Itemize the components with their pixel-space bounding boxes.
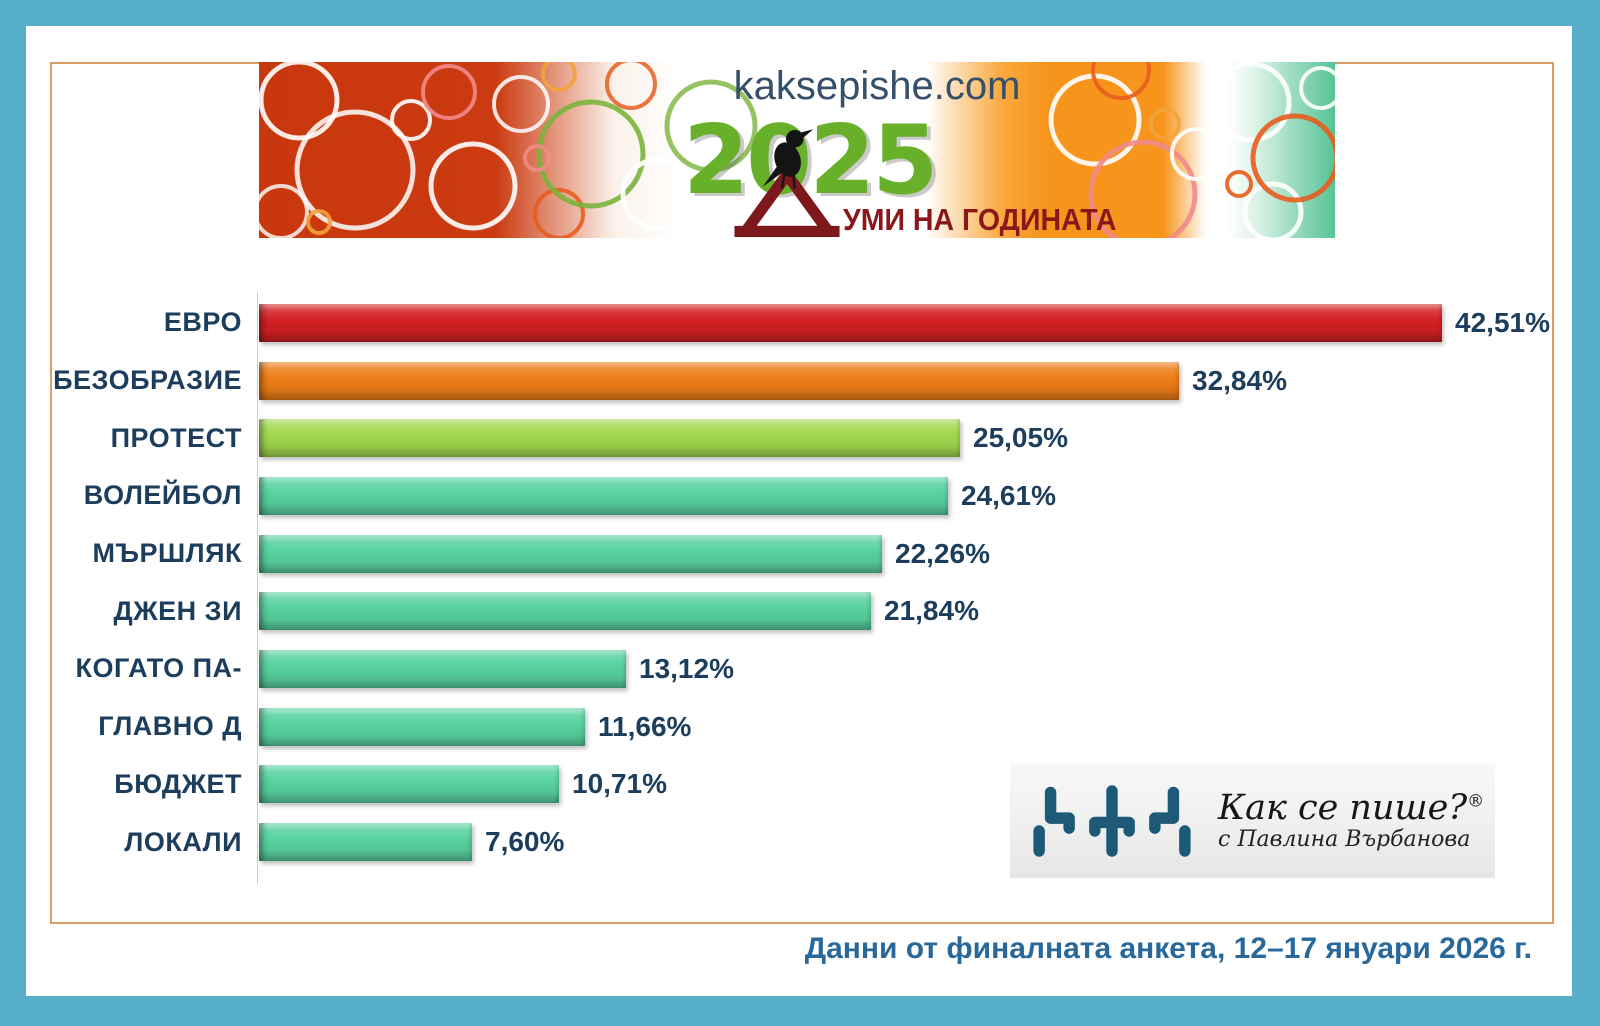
bar-row: КОГАТО ПА- 13,12%	[50, 640, 1550, 698]
value-label: 24,61%	[961, 479, 1056, 511]
bar	[259, 361, 1179, 400]
bar	[259, 534, 882, 573]
bar-row: БЕЗОБРАЗИЕ 32,84%	[50, 352, 1550, 410]
bar	[259, 476, 948, 515]
letter-d-triangle-icon	[734, 166, 840, 238]
bar	[259, 823, 472, 862]
category-label: ДЖЕН ЗИ	[113, 595, 242, 626]
category-label: БЮДЖЕТ	[114, 768, 242, 799]
bar-chart: ЕВРО 42,51% БЕЗОБРАЗИЕ 32,84% ПРОТЕСТ 25,05% В…	[50, 294, 1550, 871]
bar	[259, 419, 960, 458]
category-label: ПРОТЕСТ	[110, 422, 242, 453]
value-label: 25,05%	[973, 422, 1068, 454]
bar-row: МЪРШЛЯК 22,26%	[50, 525, 1550, 583]
logo-title: Как се пише?®	[1218, 787, 1485, 828]
bar	[259, 303, 1443, 342]
bird-icon	[762, 129, 814, 189]
value-label: 11,66%	[598, 710, 692, 742]
category-label: ГЛАВНО Д	[98, 711, 242, 742]
bar-row: ВОЛЕЙБОЛ 24,61%	[50, 467, 1550, 525]
value-label: 32,84%	[1192, 364, 1287, 396]
words-of-the-year-title: УМИ НА ГОДИНАТА	[843, 202, 1117, 237]
header-banner: kaksepishe.com 2025 УМИ НА ГОДИНАТА	[259, 62, 1335, 238]
bar	[259, 765, 559, 804]
category-label: МЪРШЛЯК	[92, 538, 242, 569]
bar-row: ЕВРО 42,51%	[50, 294, 1550, 352]
year-2025: 2025	[683, 106, 938, 216]
value-label: 21,84%	[884, 595, 979, 627]
category-label: ВОЛЕЙБОЛ	[83, 480, 242, 511]
bar-row: ГЛАВНО Д 11,66%	[50, 698, 1550, 756]
value-label: 7,60%	[485, 826, 565, 858]
logo-glyphs-icon	[1033, 784, 1191, 857]
bar-row: БЮДЖЕТ 10,71%	[50, 756, 1550, 814]
category-label: ЕВРО	[163, 307, 242, 338]
value-label: 13,12%	[639, 652, 734, 684]
bar	[259, 592, 871, 631]
bar-row: ДЖЕН ЗИ 21,84%	[50, 582, 1550, 640]
bar	[259, 707, 585, 746]
category-label: ЛОКАЛИ	[124, 826, 242, 857]
value-label: 22,26%	[895, 537, 990, 569]
kaksepishe-logo: Как се пише?® с Павлина Върбанова	[1010, 763, 1495, 878]
bar	[259, 649, 626, 688]
registered-mark: ®	[1467, 790, 1485, 811]
category-label: БЕЗОБРАЗИЕ	[53, 365, 242, 396]
category-label: КОГАТО ПА-	[75, 653, 242, 684]
bar-row: ПРОТЕСТ 25,05%	[50, 409, 1550, 467]
chart-axis-line	[257, 292, 258, 884]
logo-title-text: Как се пише?	[1218, 787, 1468, 828]
bar-row: ЛОКАЛИ 7,60%	[50, 813, 1550, 871]
value-label: 10,71%	[572, 768, 667, 800]
banner-circles-decoration	[259, 62, 1335, 238]
site-name: kaksepishe.com	[733, 64, 1021, 108]
logo-tagline: с Павлина Върбанова	[1218, 827, 1471, 853]
footer-note: Данни от финалната анкета, 12–17 януари …	[804, 932, 1532, 965]
value-label: 42,51%	[1455, 306, 1550, 338]
